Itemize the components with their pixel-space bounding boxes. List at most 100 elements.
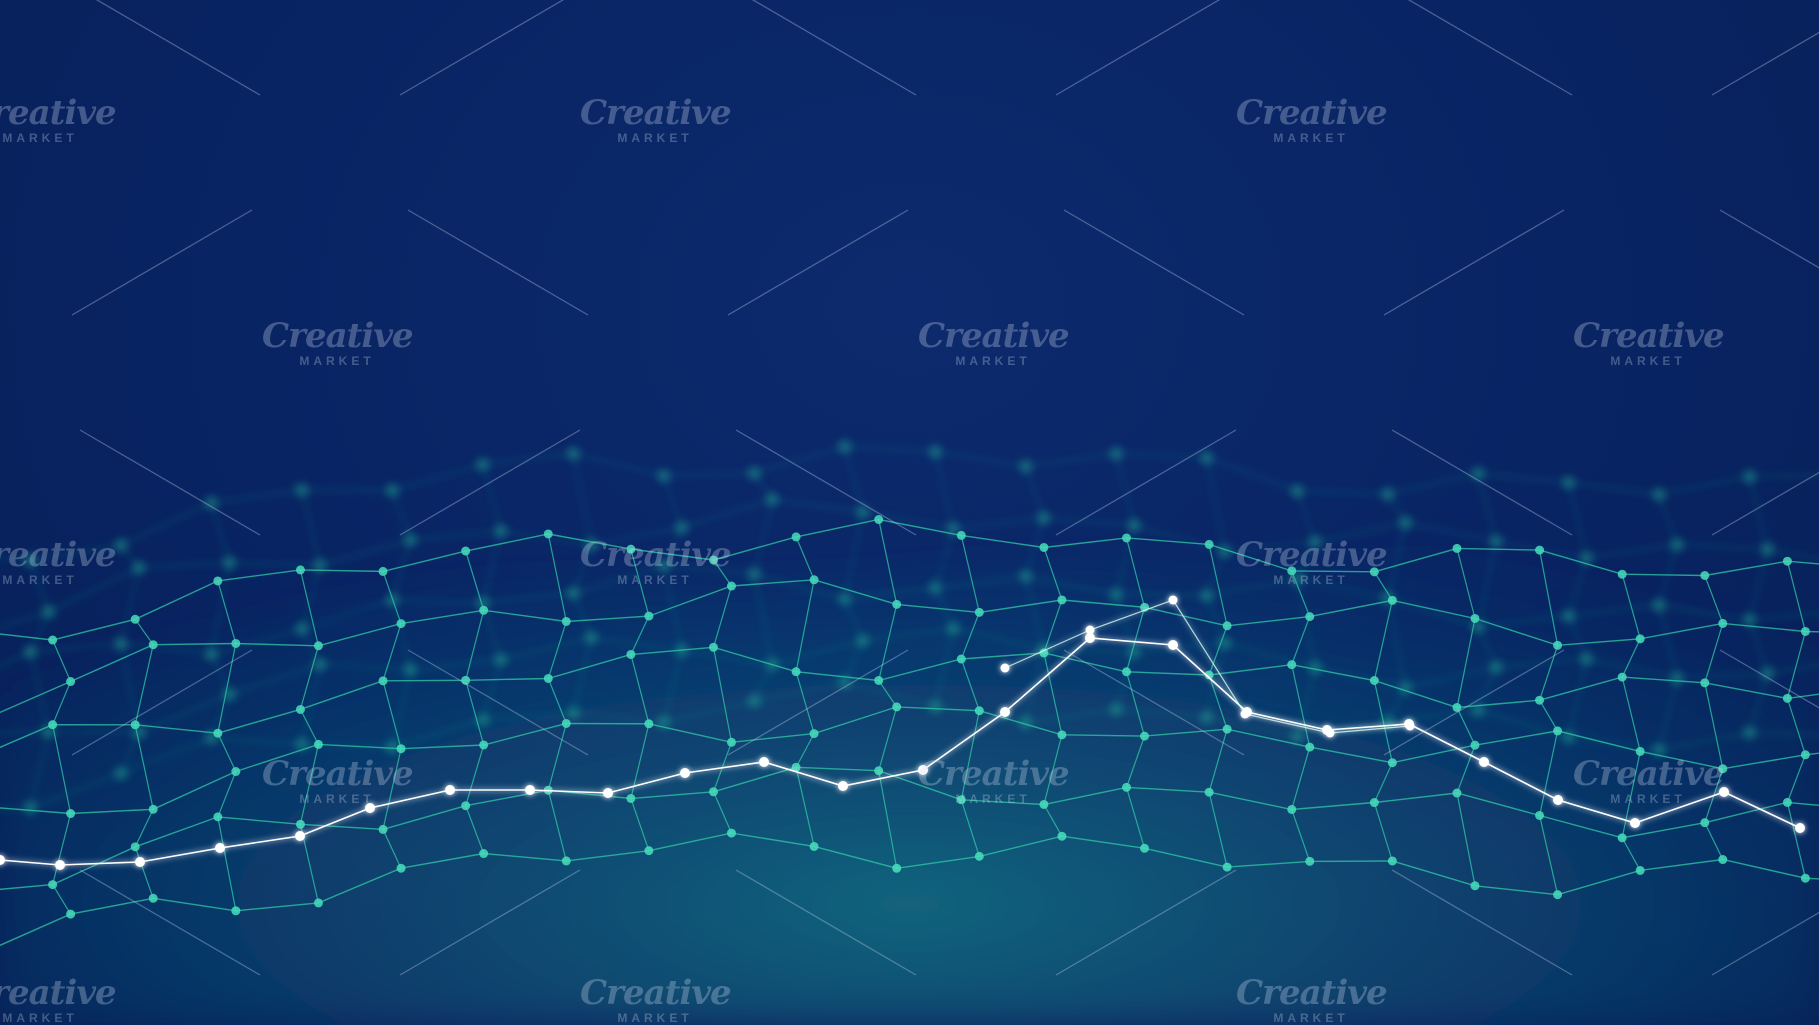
network-node: [1718, 855, 1728, 865]
network-node: [543, 529, 553, 539]
network-node: [1217, 636, 1232, 651]
network-node: [231, 906, 241, 916]
network-node: [1760, 542, 1775, 557]
network-node: [874, 675, 884, 685]
network-node: [1630, 818, 1640, 828]
network-node: [378, 566, 388, 576]
network-node: [23, 644, 38, 659]
network-node: [396, 863, 406, 873]
network-node: [759, 757, 769, 767]
network-node: [48, 635, 58, 645]
network-node: [1670, 537, 1685, 552]
network-node: [1222, 724, 1232, 734]
network-node: [148, 804, 158, 814]
watermark-line: [1719, 209, 1819, 269]
network-node: [1387, 758, 1397, 768]
network-node: [1199, 710, 1214, 725]
network-node: [726, 828, 736, 838]
network-node: [946, 521, 961, 536]
network-node: [1700, 818, 1710, 828]
watermark-line: [1391, 429, 1573, 536]
grid-line: [0, 706, 1819, 815]
network-node: [1127, 644, 1142, 659]
network-node: [566, 586, 581, 601]
network-node: [113, 538, 128, 553]
ridge-line: [1004, 599, 1411, 734]
network-node: [1199, 588, 1214, 603]
network-node: [461, 675, 471, 685]
network-node: [1380, 487, 1395, 502]
network-node: [403, 533, 418, 548]
network-node: [1700, 678, 1710, 688]
network-node: [294, 621, 309, 636]
grid-line: [1291, 570, 1311, 862]
network-node: [974, 851, 984, 861]
grid-line: [547, 533, 567, 862]
network-node: [928, 580, 943, 595]
network-node: [1240, 709, 1250, 719]
watermark-line: [95, 0, 261, 96]
network-node: [378, 676, 388, 686]
network-node: [1718, 618, 1728, 628]
network-node: [1470, 740, 1480, 750]
grid-line: [712, 559, 733, 834]
network-node: [708, 642, 718, 652]
network-node: [295, 704, 305, 714]
grid-line: [217, 580, 237, 911]
watermark-line: [407, 209, 589, 316]
network-node: [1452, 702, 1462, 712]
network-node: [626, 793, 636, 803]
network-node: [809, 729, 819, 739]
network-node: [135, 857, 145, 867]
network-node: [561, 718, 571, 728]
network-node: [1635, 746, 1645, 756]
network-node: [928, 444, 943, 459]
network-node: [1718, 764, 1728, 774]
grid-line: [382, 571, 402, 869]
network-node: [461, 801, 471, 811]
watermark-line: [399, 869, 581, 976]
network-node: [809, 841, 819, 851]
network-node: [874, 766, 884, 776]
ridge-line: [0, 637, 1801, 866]
network-node: [312, 558, 327, 573]
network-node: [1204, 539, 1214, 549]
network-node: [231, 638, 241, 648]
network-node: [475, 457, 490, 472]
network-node: [1325, 728, 1335, 738]
network-node: [313, 898, 323, 908]
network-node: [918, 765, 928, 775]
grid-line: [0, 646, 1819, 749]
network-node: [974, 706, 984, 716]
network-node: [1782, 556, 1792, 566]
network-node: [48, 880, 58, 890]
network-node: [1452, 788, 1462, 798]
network-node: [1561, 475, 1576, 490]
network-node: [1109, 587, 1124, 602]
watermark-line: [407, 649, 589, 756]
grid-line: [0, 445, 1819, 562]
network-node: [0, 855, 5, 865]
network-node: [584, 537, 599, 552]
network-node: [1553, 640, 1563, 650]
network-node: [204, 495, 219, 510]
network-node: [974, 607, 984, 617]
network-node: [403, 662, 418, 677]
grid-line: [1208, 544, 1228, 868]
network-node: [1800, 873, 1810, 883]
network-node: [66, 809, 76, 819]
network-node: [1489, 534, 1504, 549]
network-node: [1122, 533, 1132, 543]
watermark-line: [735, 869, 917, 976]
network-node: [1308, 660, 1323, 675]
grid-line: [1456, 548, 1476, 886]
network-node: [1405, 721, 1415, 731]
network-node: [956, 530, 966, 540]
network-node: [1579, 651, 1594, 666]
network-node: [956, 795, 966, 805]
watermark-line: [1055, 0, 1221, 96]
network-node: [1652, 598, 1667, 613]
network-node: [726, 737, 736, 747]
network-node: [55, 860, 65, 870]
watermark-line: [727, 649, 909, 756]
